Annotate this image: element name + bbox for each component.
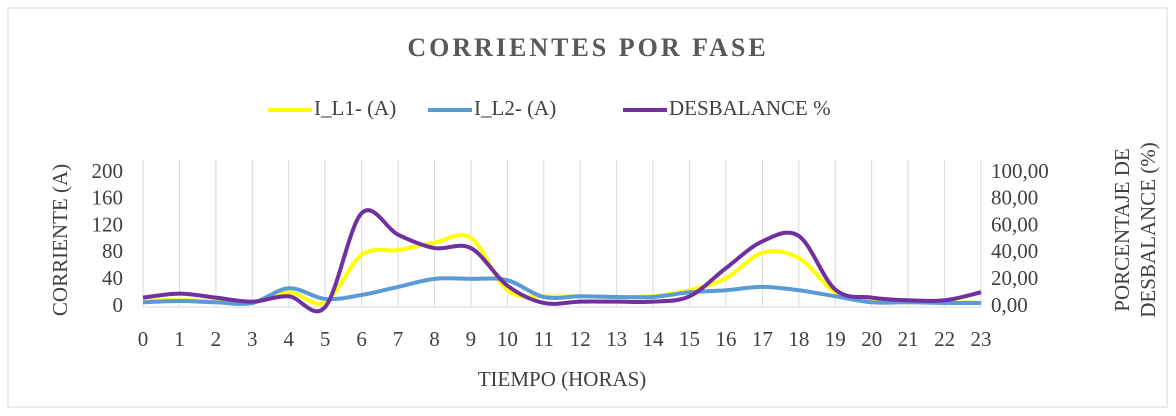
y-tick-label: 120: [92, 212, 124, 236]
x-tick-label: 15: [679, 327, 700, 351]
x-tick-label: 1: [174, 327, 185, 351]
y2-tick-label: 0,00: [991, 293, 1028, 317]
x-tick-label: 11: [534, 327, 554, 351]
y-tick-label: 200: [92, 159, 124, 183]
chart-border: [7, 7, 1168, 408]
x-tick-label: 12: [570, 327, 591, 351]
x-axis-label: TIEMPO (HORAS): [478, 367, 647, 391]
y-axis-label: CORRIENTE (A): [48, 164, 72, 316]
series-line: [142, 208, 982, 314]
x-tick-label: 9: [466, 327, 477, 351]
x-tick-label: 4: [283, 327, 294, 351]
y2-tick-label: 60,00: [991, 212, 1038, 236]
y2-axis-label: DESBALANCE (%): [1136, 142, 1160, 318]
x-tick-label: 13: [606, 327, 627, 351]
y2-tick-label: 40,00: [991, 239, 1038, 263]
x-tick-label: 23: [971, 327, 992, 351]
x-tick-label: 17: [752, 327, 773, 351]
x-tick-label: 22: [934, 327, 955, 351]
x-tick-label: 19: [825, 327, 846, 351]
x-tick-label: 21: [898, 327, 919, 351]
x-tick-label: 0: [138, 327, 149, 351]
y2-tick-label: 20,00: [991, 266, 1038, 290]
x-tick-label: 10: [497, 327, 518, 351]
y-tick-label: 160: [92, 186, 124, 210]
y-tick-label: 80: [102, 239, 123, 263]
x-tick-label: 8: [429, 327, 440, 351]
legend-label: I_L2- (A): [474, 96, 556, 120]
x-tick-label: 3: [247, 327, 258, 351]
x-tick-label: 14: [643, 327, 665, 351]
y-tick-label: 0: [113, 293, 124, 317]
x-tick-label: 2: [211, 327, 222, 351]
x-tick-label: 20: [861, 327, 882, 351]
x-tick-label: 6: [356, 327, 367, 351]
y2-tick-label: 100,00: [991, 159, 1049, 183]
legend-label: I_L1- (A): [314, 96, 396, 120]
legend-label: DESBALANCE %: [669, 96, 831, 120]
chart-title: CORRIENTES POR FASE: [407, 33, 768, 62]
x-tick-label: 5: [320, 327, 331, 351]
y-tick-label: 40: [102, 266, 123, 290]
series-line: [142, 276, 982, 306]
y2-axis-label: PORCENTAJE DE: [1110, 148, 1134, 311]
x-tick-label: 16: [715, 327, 736, 351]
x-tick-label: 18: [788, 327, 809, 351]
y2-tick-label: 80,00: [991, 186, 1038, 210]
x-tick-label: 7: [393, 327, 404, 351]
